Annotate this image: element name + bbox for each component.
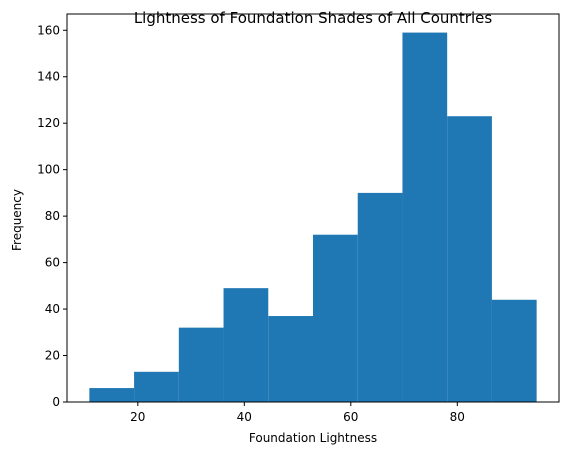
y-tick-label: 140 [37, 70, 60, 84]
y-axis-label: Frequency [10, 189, 24, 251]
histogram-bar [178, 327, 224, 402]
histogram-bar [89, 388, 135, 402]
histogram-bar [402, 32, 448, 403]
histogram-bar [357, 192, 403, 402]
histogram-bar [268, 316, 313, 402]
histogram-bar [313, 234, 358, 402]
x-tick-label: 60 [343, 410, 358, 424]
x-axis-ticks: 20 40 60 80 [130, 402, 465, 424]
y-tick-label: 0 [52, 395, 60, 409]
y-tick-label: 40 [45, 302, 60, 316]
histogram-bar [491, 299, 537, 402]
y-axis-ticks: 0 20 40 60 80 100 120 140 160 [37, 23, 67, 409]
x-axis-label: Foundation Lightness [249, 431, 377, 445]
y-tick-label: 100 [37, 163, 60, 177]
histogram-bar [134, 371, 179, 402]
x-tick-label: 20 [130, 410, 145, 424]
x-tick-label: 40 [237, 410, 252, 424]
y-tick-label: 120 [37, 116, 60, 130]
y-tick-label: 20 [45, 349, 60, 363]
histogram-bar [447, 116, 492, 403]
chart-title: Lightness of Foundation Shades of All Co… [134, 9, 493, 27]
x-tick-label: 80 [450, 410, 465, 424]
y-tick-label: 60 [45, 256, 60, 270]
bars-group [89, 32, 537, 403]
histogram-bar [223, 288, 269, 402]
y-tick-label: 80 [45, 209, 60, 223]
plot-frame [66, 13, 560, 403]
y-tick-label: 160 [37, 23, 60, 37]
